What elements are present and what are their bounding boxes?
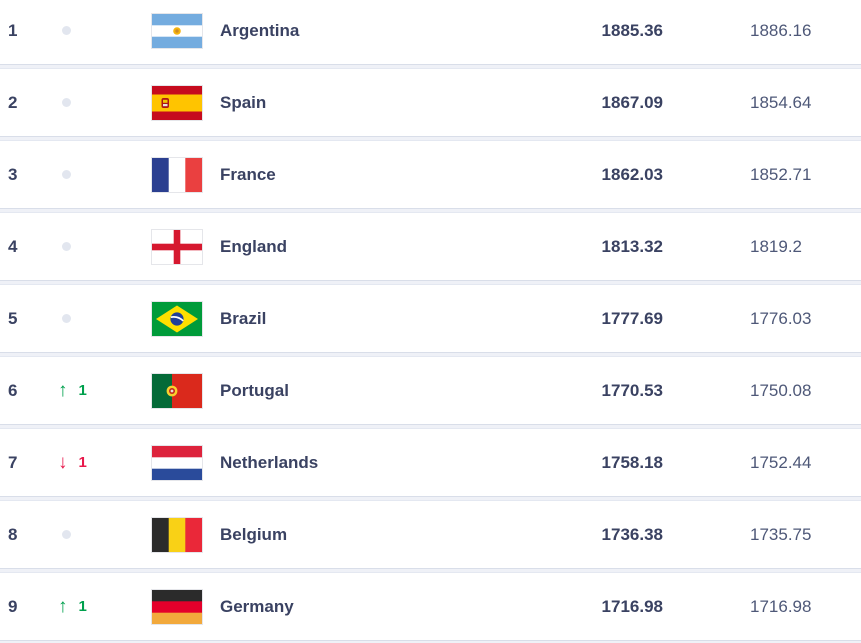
rank-number: 1 (8, 20, 18, 40)
movement-indicator (50, 314, 110, 323)
belgium-flag-icon (152, 517, 202, 552)
movement-indicator: ↑ 1 (50, 381, 110, 400)
no-change-dot-icon (62, 170, 71, 179)
argentina-flag-icon (152, 13, 202, 48)
total-points: 1813.32 (601, 236, 663, 256)
previous-points: 1852.71 (750, 164, 812, 184)
movement-indicator (50, 170, 110, 179)
rank-number: 2 (8, 92, 18, 112)
total-points: 1777.69 (601, 308, 663, 328)
movement-indicator (50, 530, 110, 539)
ranking-row[interactable]: 8 Belgium 1736.38 1735.75 (0, 501, 861, 568)
country-name: Spain (220, 92, 267, 112)
movement-up-icon: ↑ (58, 380, 68, 401)
ranking-row[interactable]: 9 ↑ 1 Germany 1716.98 1716.98 (0, 573, 861, 640)
rank-number: 8 (8, 524, 18, 544)
rank-number: 4 (8, 236, 18, 256)
previous-points: 1716.98 (750, 596, 812, 616)
previous-points: 1886.16 (750, 20, 812, 40)
ranking-row[interactable]: 5 Brazil 1777.69 1776.03 (0, 285, 861, 352)
ranking-row[interactable]: 4 England 1813.32 1819.2 (0, 213, 861, 280)
no-change-dot-icon (62, 26, 71, 35)
movement-indicator (50, 26, 110, 35)
no-change-dot-icon (62, 530, 71, 539)
previous-points: 1750.08 (750, 380, 812, 400)
country-name: Belgium (220, 524, 288, 544)
movement-up-icon: ↑ (58, 596, 68, 617)
england-flag-icon (152, 229, 202, 264)
no-change-dot-icon (62, 98, 71, 107)
country-name: Germany (220, 596, 294, 616)
ranking-row[interactable]: 3 France 1862.03 1852.71 (0, 141, 861, 208)
total-points: 1758.18 (601, 452, 663, 472)
rank-number: 5 (8, 308, 18, 328)
no-change-dot-icon (62, 314, 71, 323)
total-points: 1867.09 (601, 92, 663, 112)
germany-flag-icon (152, 589, 202, 624)
brazil-flag-icon (152, 301, 202, 336)
netherlands-flag-icon (152, 445, 202, 480)
portugal-flag-icon (152, 373, 202, 408)
country-name: Portugal (220, 380, 289, 400)
ranking-row[interactable]: 1 Argentina 1885.36 1886.16 (0, 0, 861, 64)
spain-flag-icon (152, 85, 202, 120)
no-change-dot-icon (62, 242, 71, 251)
movement-indicator: ↑ 1 (50, 597, 110, 616)
ranking-row[interactable]: 2 Spain 1867.09 1854.64 (0, 69, 861, 136)
previous-points: 1819.2 (750, 236, 802, 256)
country-name: Netherlands (220, 452, 319, 472)
ranking-row[interactable]: 6 ↑ 1 Portugal 1770.53 1750.08 (0, 357, 861, 424)
movement-down-icon: ↓ (58, 452, 68, 473)
country-name: France (220, 164, 276, 184)
france-flag-icon (152, 157, 202, 192)
movement-value: 1 (78, 598, 87, 615)
country-name: England (220, 236, 288, 256)
movement-indicator (50, 242, 110, 251)
rank-number: 6 (8, 380, 18, 400)
movement-indicator: ↓ 1 (50, 453, 110, 472)
ranking-row[interactable]: 7 ↓ 1 Netherlands 1758.18 1752.44 (0, 429, 861, 496)
previous-points: 1735.75 (750, 524, 812, 544)
total-points: 1885.36 (601, 20, 663, 40)
total-points: 1862.03 (601, 164, 663, 184)
rank-number: 7 (8, 452, 18, 472)
country-name: Brazil (220, 308, 267, 328)
movement-indicator (50, 98, 110, 107)
total-points: 1736.38 (601, 524, 663, 544)
rank-number: 9 (8, 596, 18, 616)
previous-points: 1776.03 (750, 308, 812, 328)
movement-value: 1 (78, 454, 87, 471)
total-points: 1770.53 (601, 380, 663, 400)
previous-points: 1752.44 (750, 452, 812, 472)
rank-number: 3 (8, 164, 18, 184)
total-points: 1716.98 (601, 596, 663, 616)
movement-value: 1 (78, 382, 87, 399)
country-name: Argentina (220, 20, 300, 40)
previous-points: 1854.64 (750, 92, 812, 112)
